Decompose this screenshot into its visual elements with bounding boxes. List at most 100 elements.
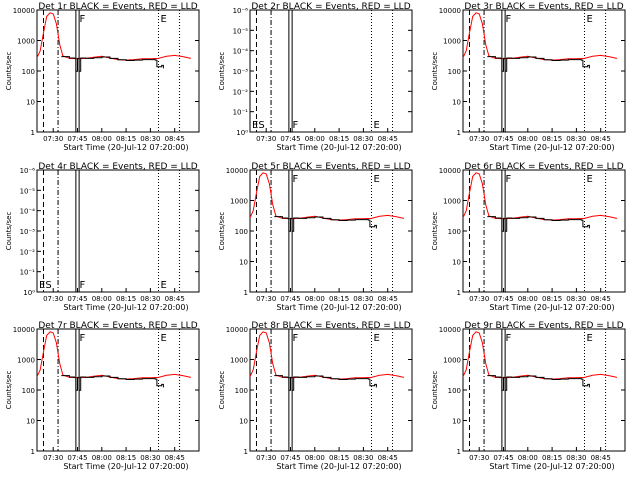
y-tick-label: 10000: [13, 7, 35, 15]
y-tick-label: 10: [452, 259, 461, 267]
y-tick-label: 10: [26, 418, 35, 426]
series-events: [274, 375, 377, 391]
y-tick-label: 10⁻⁶: [20, 167, 36, 175]
panel-title: Det 4r BLACK = Events, RED = LLD: [38, 162, 197, 172]
x-tick-label: 08:00: [92, 135, 112, 143]
x-tick-label: 08:45: [591, 454, 611, 462]
panel-title: Det 2r BLACK = Events, RED = LLD: [251, 2, 410, 12]
y-tick-label: 10⁻⁵: [20, 187, 36, 195]
y-tick-label: 1000: [443, 38, 461, 46]
y-tick-label: 10: [239, 418, 248, 426]
x-axis-label: Start Time (20-Jul-12 07:20:00): [276, 303, 401, 312]
y-axis-label: Counts/sec: [431, 52, 439, 91]
marker-label: F: [506, 333, 512, 344]
y-tick-label: 1: [244, 448, 248, 456]
y-axis-label: Counts/sec: [5, 371, 13, 410]
x-tick-label: 08:30: [353, 295, 373, 303]
y-tick-label: 10000: [13, 326, 35, 334]
x-tick-label: 08:00: [518, 135, 538, 143]
y-tick-label: 10: [239, 259, 248, 267]
x-tick-label: 08:15: [542, 454, 562, 462]
x-tick-label: 07:30: [469, 135, 489, 143]
series-events: [487, 216, 590, 232]
panel-title: Det 3r BLACK = Events, RED = LLD: [464, 2, 623, 12]
y-tick-label: 10: [452, 418, 461, 426]
y-tick-label: 100: [22, 387, 35, 395]
y-tick-label: 10⁻⁶: [233, 7, 249, 15]
y-tick-label: 1: [31, 448, 35, 456]
x-tick-label: 08:45: [165, 295, 185, 303]
x-axis-label: Start Time (20-Jul-12 07:20:00): [489, 143, 614, 152]
x-axis-label: Start Time (20-Jul-12 07:20:00): [276, 143, 401, 152]
x-tick-label: 08:45: [165, 135, 185, 143]
y-tick-label: 10000: [226, 326, 248, 334]
x-tick-label: 07:45: [280, 295, 300, 303]
x-axis-label: Start Time (20-Jul-12 07:20:00): [276, 462, 401, 471]
marker-label: F: [506, 174, 512, 185]
y-tick-label: 100: [448, 387, 461, 395]
x-tick-label: 08:45: [378, 295, 398, 303]
x-tick-label: 08:45: [591, 295, 611, 303]
y-axis-label: Counts/sec: [431, 212, 439, 251]
x-tick-label: 07:45: [67, 295, 87, 303]
panel-det-4: Det 4r BLACK = Events, RED = LLD 10⁰ 10⁻¹ 1…: [5, 162, 200, 312]
y-tick-label: 10000: [226, 167, 248, 175]
y-tick-label: 1: [457, 448, 461, 456]
y-tick-label: 100: [22, 68, 35, 76]
x-axis-label: Start Time (20-Jul-12 07:20:00): [63, 143, 188, 152]
y-tick-label: 10⁰: [23, 289, 35, 297]
x-tick-label: 07:30: [43, 135, 63, 143]
panel-det-1: Det 1r BLACK = Events, RED = LLD 1 10 100 10…: [5, 2, 200, 152]
x-tick-label: 07:45: [493, 454, 513, 462]
y-tick-label: 100: [235, 387, 248, 395]
x-tick-label: 07:30: [256, 454, 276, 462]
x-tick-label: 08:15: [329, 454, 349, 462]
x-axis-label: Start Time (20-Jul-12 07:20:00): [63, 303, 188, 312]
panel-det-6: Det 6r BLACK = Events, RED = LLD 1 10 100 10…: [431, 162, 626, 312]
marker-label: E: [374, 120, 380, 131]
y-tick-label: 10⁻¹: [20, 269, 36, 277]
marker-label: E: [374, 174, 380, 185]
marker-label: E: [587, 14, 593, 25]
y-tick-label: 1000: [17, 357, 35, 365]
x-tick-label: 08:30: [140, 454, 160, 462]
x-tick-label: 08:30: [566, 454, 586, 462]
y-tick-label: 10: [26, 99, 35, 107]
marker-label: F: [293, 174, 299, 185]
x-tick-label: 08:00: [518, 295, 538, 303]
y-tick-label: 10⁻²: [20, 248, 36, 256]
x-axis-label: Start Time (20-Jul-12 07:20:00): [63, 462, 188, 471]
x-tick-label: 07:30: [43, 295, 63, 303]
y-tick-label: 1000: [17, 38, 35, 46]
x-tick-label: 08:30: [566, 135, 586, 143]
x-tick-label: 08:15: [116, 295, 136, 303]
x-tick-label: 08:15: [116, 135, 136, 143]
y-tick-label: 10000: [439, 326, 461, 334]
panel-title: Det 1r BLACK = Events, RED = LLD: [38, 2, 197, 12]
y-tick-label: 100: [448, 68, 461, 76]
x-tick-label: 08:00: [305, 135, 325, 143]
x-tick-label: 07:45: [67, 135, 87, 143]
x-tick-label: 08:30: [566, 295, 586, 303]
marker-label: E: [161, 14, 167, 25]
y-tick-label: 1: [457, 129, 461, 137]
marker-label: E: [587, 174, 593, 185]
marker-label: ES: [39, 280, 52, 291]
x-tick-label: 08:00: [92, 295, 112, 303]
x-tick-label: 07:45: [493, 295, 513, 303]
y-tick-label: 10⁰: [236, 129, 248, 137]
x-tick-label: 07:45: [67, 454, 87, 462]
y-tick-label: 10⁻³: [233, 68, 249, 76]
x-tick-label: 07:30: [469, 454, 489, 462]
panel-det-5: Det 5r BLACK = Events, RED = LLD 1 10 100 10…: [218, 162, 413, 312]
marker-label: F: [293, 120, 299, 131]
series-events: [487, 375, 590, 391]
x-tick-label: 08:00: [518, 454, 538, 462]
y-tick-label: 10⁻³: [20, 228, 36, 236]
x-tick-label: 07:30: [256, 295, 276, 303]
marker-label: E: [161, 333, 167, 344]
y-axis-label: Counts/sec: [218, 212, 226, 251]
panel-det-8: Det 8r BLACK = Events, RED = LLD 1 10 100 10…: [218, 321, 413, 471]
